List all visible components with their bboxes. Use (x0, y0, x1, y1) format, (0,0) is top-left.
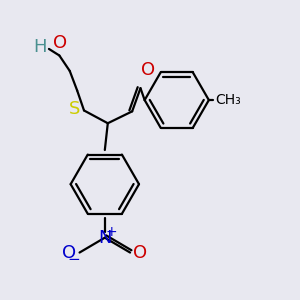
Text: S: S (69, 100, 80, 118)
Text: O: O (53, 34, 67, 52)
Text: H: H (33, 38, 46, 56)
Text: −: − (68, 252, 81, 267)
Text: N: N (98, 229, 112, 247)
Text: O: O (133, 244, 147, 262)
Text: +: + (106, 225, 117, 239)
Text: O: O (141, 61, 155, 79)
Text: CH₃: CH₃ (215, 93, 241, 107)
Text: O: O (62, 244, 76, 262)
